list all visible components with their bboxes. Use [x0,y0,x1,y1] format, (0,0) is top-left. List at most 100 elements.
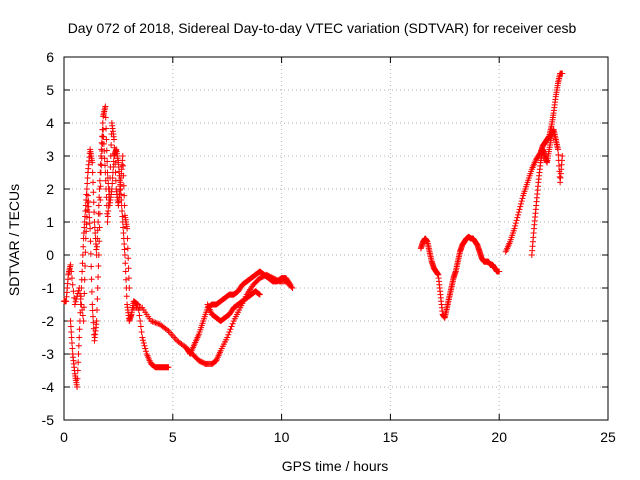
data-point [496,268,503,275]
data-point [120,182,127,189]
data-point [90,179,97,186]
data-point [101,162,108,169]
data-point [125,275,132,282]
data-point [104,158,111,165]
data-point [140,340,147,346]
data-point [515,211,522,218]
data-point [150,319,157,326]
data-point [74,384,81,390]
data-point [94,285,101,291]
data-point [137,318,144,324]
data-point [104,219,111,225]
data-point [120,230,127,236]
data-point [141,342,148,349]
series-trace [130,271,296,367]
x-tick-label: 25 [600,429,616,445]
y-tick-label: 1 [46,214,54,230]
data-point [75,342,82,349]
data-point [95,202,102,209]
data-point [97,183,104,190]
data-point [74,293,81,300]
data-point [90,313,97,320]
data-point [71,301,78,308]
data-point [102,103,109,110]
data-point [102,169,109,176]
data-point [112,161,119,168]
data-point [89,169,96,176]
data-point [119,208,126,214]
data-point [68,268,75,275]
data-point [120,172,127,179]
data-point [124,245,131,252]
data-point [559,153,566,159]
data-point [255,290,262,297]
data-point [119,153,126,159]
x-tick-label: 10 [274,429,290,445]
data-point [96,194,103,201]
data-point [516,206,523,213]
data-point [68,334,75,341]
x-axis-label: GPS time / hours [282,458,389,474]
data-point [554,146,561,153]
y-tick-label: 5 [46,82,54,98]
data-point [86,220,93,227]
data-point [85,198,92,205]
data-point [109,180,116,187]
data-point [165,364,172,371]
data-point [80,243,87,250]
y-tick-label: -3 [42,346,55,362]
data-point [83,186,90,192]
data-point [286,280,293,287]
data-point [110,158,117,165]
data-point [514,214,521,221]
data-point [96,224,103,231]
data-point [68,275,75,282]
data-point [95,274,102,280]
data-point [81,276,88,283]
x-tick-label: 5 [169,429,177,445]
data-point [138,329,145,335]
data-point [142,345,149,352]
data-point [148,318,155,324]
data-point [111,136,118,143]
data-point [82,263,89,269]
data-point [69,345,76,352]
data-point [80,304,87,311]
data-point [96,186,103,192]
data-point [120,162,127,169]
data-point [92,241,99,247]
data-point [136,312,143,319]
data-point [107,164,114,170]
data-point [95,252,102,258]
data-point [140,337,147,344]
data-point [256,291,263,298]
data-point [89,307,96,314]
data-point [80,318,87,324]
data-point [83,228,90,235]
data-point [121,241,128,247]
data-point [511,225,518,232]
data-point [86,209,93,216]
data-point [85,203,92,210]
plot-frame [63,56,609,421]
series-trace [502,70,566,255]
data-point [111,144,118,151]
data-point [88,263,95,270]
data-point [68,329,75,335]
data-point [81,290,88,297]
data-point [75,351,82,357]
data-point [96,177,103,184]
data-point [108,142,115,148]
data-point [125,255,132,262]
data-point [226,329,233,335]
data-point [103,125,110,132]
data-point [96,238,103,245]
data-point [287,281,294,288]
data-point [90,199,97,206]
data-point [100,126,107,133]
data-point [100,140,107,147]
data-point [91,209,98,216]
data-point [96,210,103,217]
data-point [95,219,102,225]
data-point [227,326,234,333]
